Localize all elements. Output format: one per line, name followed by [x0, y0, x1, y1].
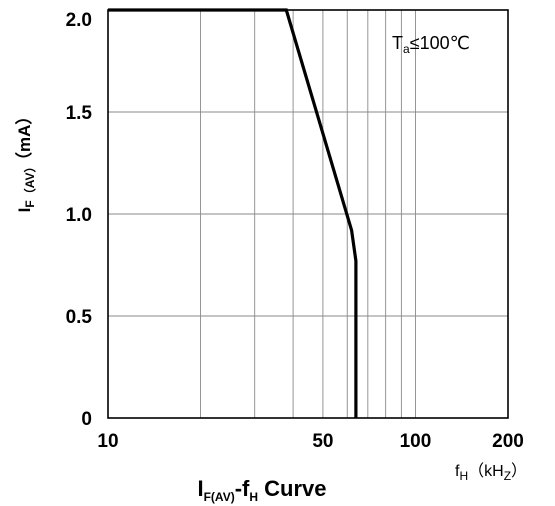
annotation: Ta≤100℃	[392, 33, 470, 56]
y-tick-label: 1.5	[66, 103, 93, 124]
x-tick-label: 50	[312, 431, 333, 452]
y-tick-label: 0	[81, 409, 92, 430]
grid	[108, 10, 508, 418]
plot-frame	[107, 9, 509, 419]
y-tick-label: 0.5	[66, 307, 93, 328]
y-tick-label: 2.0	[66, 10, 92, 31]
y-tick-labels: 0 0.5 1.0 1.5 2.0	[66, 10, 93, 430]
series-line-0	[108, 8, 358, 418]
x-axis-label: fH（kHZ）	[455, 462, 527, 483]
x-tick-label: 10	[97, 431, 118, 452]
y-axis-label: IF（AV）（mA）	[14, 108, 37, 213]
x-tick-labels: 10 50 100 200	[97, 431, 523, 452]
chart-title: IF(AV)-fH Curve	[197, 476, 326, 504]
x-tick-label: 200	[492, 431, 524, 452]
y-tick-label: 1.0	[66, 205, 92, 226]
x-tick-label: 100	[400, 431, 432, 452]
